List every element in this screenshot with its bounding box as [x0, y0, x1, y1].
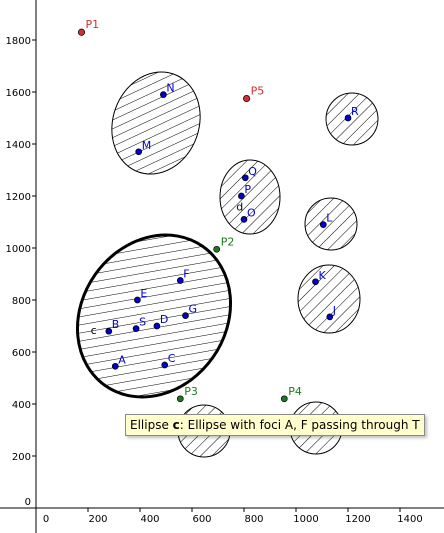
y-tick-label: 1600: [6, 88, 31, 99]
ellipse-q-p-o[interactable]: [219, 159, 281, 235]
point-label-a: A: [118, 353, 126, 366]
point-j[interactable]: [326, 313, 334, 321]
point-p5[interactable]: [243, 94, 251, 103]
ellipse-l[interactable]: [304, 197, 358, 251]
point-p4[interactable]: [280, 395, 288, 403]
x-tick-label: 800: [244, 514, 263, 525]
tooltip-prefix: Ellipse: [130, 418, 173, 432]
point-a[interactable]: [111, 362, 119, 370]
point-p[interactable]: [238, 192, 245, 200]
point-label-e: E: [140, 287, 147, 300]
point-label-p: P: [244, 183, 251, 196]
point-label-m: M: [142, 139, 152, 152]
object-tooltip: Ellipse c: Ellipse with foci A, F passin…: [125, 414, 425, 436]
point-k[interactable]: [312, 278, 319, 286]
y-tick-label: 400: [12, 400, 31, 411]
y-tick-label: 1000: [6, 244, 31, 255]
x-tick-label: 1000: [293, 514, 318, 525]
point-r[interactable]: [344, 114, 352, 122]
point-label-c: C: [168, 352, 176, 365]
y-tick-label: 1200: [6, 192, 31, 203]
x-axis-ticks: 0 200 400 600 800 1000 1200 1400: [35, 508, 423, 525]
point-label-p2: P2: [221, 235, 235, 248]
point-s[interactable]: [132, 325, 140, 332]
x-tick-label: 400: [140, 514, 159, 525]
point-d[interactable]: [153, 322, 161, 330]
point-f[interactable]: [176, 277, 184, 284]
y-tick-label: 1400: [6, 140, 31, 151]
points-layer: N M QPO R L K J F E G D S B A C P1 P5 P2 P3 P4 d c: [77, 18, 359, 403]
point-label-p3: P3: [184, 385, 198, 398]
point-label-p4: P4: [288, 385, 302, 398]
point-label-s: S: [139, 316, 146, 329]
point-g[interactable]: [182, 312, 189, 319]
point-label-q: Q: [248, 165, 257, 178]
point-b[interactable]: [105, 327, 113, 335]
ellipse-k-j[interactable]: [297, 264, 361, 334]
ellipse-n-m[interactable]: [98, 59, 214, 186]
point-m[interactable]: [135, 148, 143, 156]
point-label-j: J: [332, 304, 336, 317]
point-e[interactable]: [134, 296, 141, 304]
point-label-p5: P5: [251, 85, 265, 98]
x-tick-label: 0: [43, 514, 49, 525]
y-tick-label: 1800: [6, 36, 31, 47]
point-label-b: B: [112, 318, 120, 331]
tooltip-object: c: [172, 418, 180, 432]
point-l[interactable]: [319, 221, 327, 228]
object-label-d: d: [236, 200, 243, 213]
point-n[interactable]: [160, 91, 167, 98]
point-q[interactable]: [241, 174, 249, 182]
point-label-d: D: [160, 313, 168, 326]
ellipses-layer: [46, 59, 379, 458]
x-tick-label: 1200: [345, 514, 370, 525]
y-tick-label: 800: [12, 296, 31, 307]
point-label-k: K: [319, 269, 327, 282]
point-label-o: O: [247, 206, 256, 219]
y-tick-label: 0: [25, 497, 31, 508]
ellipse-c[interactable]: [46, 205, 261, 427]
y-axis-ticks: 0 200 400 600 800 1000 1200 1400 1600 1800: [6, 36, 36, 509]
x-tick-label: 1400: [397, 514, 422, 525]
point-c[interactable]: [161, 361, 169, 369]
point-label-l: L: [326, 212, 333, 225]
x-tick-label: 600: [192, 514, 211, 525]
point-label-p1: P1: [86, 18, 100, 31]
y-tick-label: 600: [12, 348, 31, 359]
point-label-r: R: [351, 105, 359, 118]
point-label-f: F: [183, 268, 189, 281]
point-p3[interactable]: [176, 395, 184, 403]
tooltip-description: : Ellipse with foci A, F passing through…: [179, 418, 420, 432]
x-tick-label: 200: [88, 514, 107, 525]
point-p1[interactable]: [77, 28, 86, 36]
point-label-g: G: [189, 303, 198, 316]
y-tick-label: 200: [12, 452, 31, 463]
ellipse-r[interactable]: [325, 92, 379, 146]
object-label-c: c: [91, 324, 97, 337]
point-label-n: N: [166, 82, 174, 95]
point-o[interactable]: [240, 216, 248, 223]
point-p2[interactable]: [213, 245, 221, 253]
